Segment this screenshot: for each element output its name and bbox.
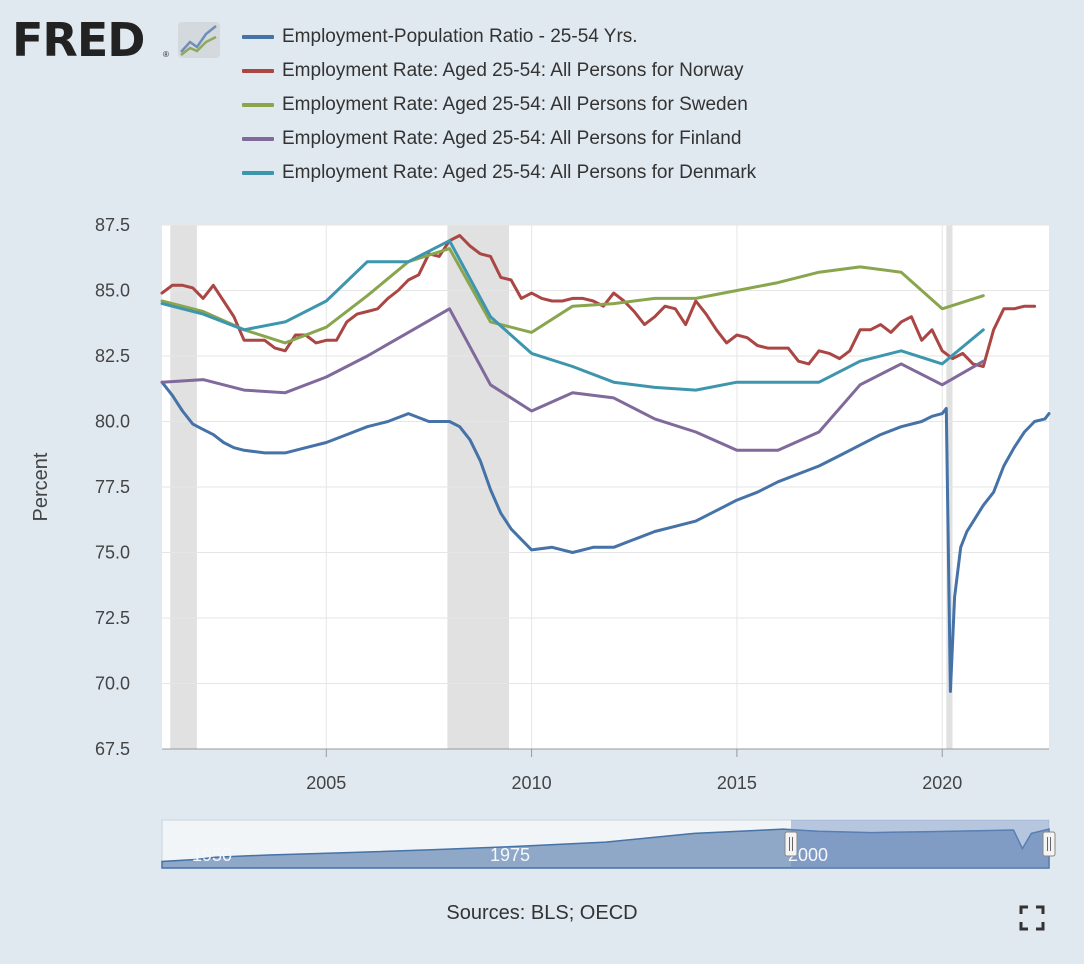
legend-swatch [242, 137, 274, 141]
fred-chart-icon [178, 22, 220, 58]
legend-label: Employment Rate: Aged 25-54: All Persons… [282, 128, 742, 149]
x-tick-label: 2020 [922, 773, 962, 793]
y-tick-label: 70.0 [95, 674, 130, 694]
y-tick-label: 80.0 [95, 412, 130, 432]
fred-logo[interactable]: FRED [12, 13, 145, 67]
navigator-handle[interactable] [784, 831, 798, 857]
navigator-label: 1950 [192, 845, 232, 865]
navigator-label: 2000 [788, 845, 828, 865]
legend-item[interactable]: Employment Rate: Aged 25-54: All Persons… [242, 88, 756, 122]
navigator-handle[interactable] [1042, 831, 1056, 857]
fullscreen-icon[interactable] [1018, 904, 1046, 932]
x-tick-label: 2015 [717, 773, 757, 793]
series-line-2[interactable] [160, 247, 985, 345]
legend-swatch [242, 35, 274, 39]
y-axis-title: Percent [30, 452, 52, 521]
legend-label: Employment Rate: Aged 25-54: All Persons… [282, 162, 757, 183]
legend-swatch [242, 171, 274, 175]
y-tick-label: 87.5 [95, 215, 130, 235]
legend-swatch [242, 69, 274, 73]
y-tick-label: 75.0 [95, 543, 130, 563]
legend-item[interactable]: Employment-Population Ratio - 25-54 Yrs. [242, 20, 756, 54]
x-tick-label: 2010 [512, 773, 552, 793]
legend-label: Employment Rate: Aged 25-54: All Persons… [282, 94, 748, 115]
navigator-series [161, 828, 1050, 869]
legend-label: Employment Rate: Aged 25-54: All Persons… [282, 60, 744, 81]
y-tick-label: 82.5 [95, 346, 130, 366]
chart-header: FRED ® Employment-Population Ratio - 25-… [0, 0, 1084, 200]
navigator-selection[interactable] [791, 820, 1049, 868]
legend-item[interactable]: Employment Rate: Aged 25-54: All Persons… [242, 122, 756, 156]
y-tick-label: 77.5 [95, 477, 130, 497]
legend-label: Employment-Population Ratio - 25-54 Yrs. [282, 26, 638, 47]
x-tick-label: 2005 [306, 773, 346, 793]
navigator-handle-grip [784, 831, 798, 857]
sources-text: Sources: BLS; OECD [446, 902, 638, 924]
legend-item[interactable]: Employment Rate: Aged 25-54: All Persons… [242, 156, 756, 190]
series-line-3[interactable] [160, 307, 985, 452]
navigator-label: 1975 [490, 845, 530, 865]
series-line-4[interactable] [160, 239, 985, 392]
y-tick-label: 85.0 [95, 281, 130, 301]
series-line-0[interactable] [160, 380, 1051, 693]
y-tick-label: 67.5 [95, 739, 130, 759]
y-tick-label: 72.5 [95, 608, 130, 628]
navigator-handle-grip [1042, 831, 1056, 857]
legend-item[interactable]: Employment Rate: Aged 25-54: All Persons… [242, 54, 756, 88]
chart-legend: Employment-Population Ratio - 25-54 Yrs.… [242, 20, 756, 190]
legend-swatch [242, 103, 274, 107]
fred-logo-registered-mark: ® [163, 50, 169, 59]
